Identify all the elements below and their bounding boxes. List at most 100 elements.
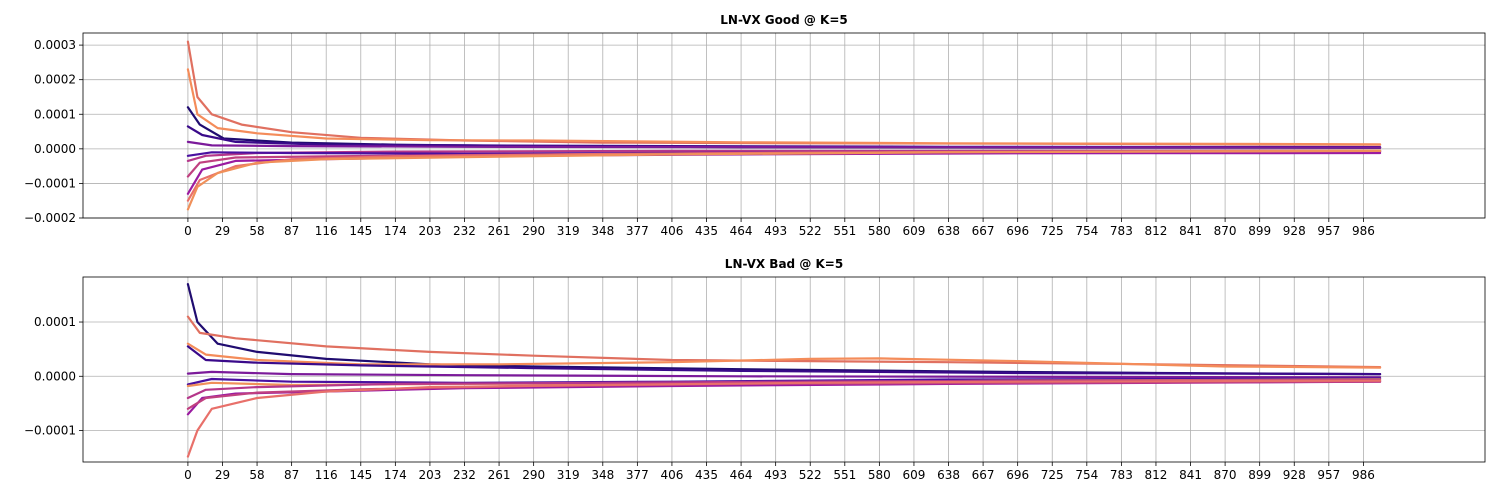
series-line-good-1	[186, 40, 1382, 146]
x-tick-label: 522	[799, 224, 822, 238]
plot-frame	[82, 276, 1486, 463]
series-line-bad-9	[186, 380, 1382, 416]
chart-panel-bad: LN-VX Bad @ K=5 0 29 58 87 116 145 174 203 232 26…	[24, 257, 1486, 482]
y-tick-label: 0.0001	[34, 315, 76, 329]
y-tick-label: 0.0003	[34, 38, 76, 52]
x-tick-label: 377	[626, 468, 649, 482]
x-tick-label: 899	[1248, 224, 1271, 238]
x-tick-label: 406	[660, 224, 683, 238]
series-line-good-5	[186, 140, 1382, 149]
series-line-good-8	[186, 150, 1382, 178]
series-line-bad-8	[186, 379, 1382, 400]
x-tick-label: 754	[1075, 468, 1098, 482]
x-tick-label: 29	[215, 468, 230, 482]
x-tick-label: 145	[349, 224, 372, 238]
x-tick-label: 580	[868, 224, 891, 238]
x-tick-label: 928	[1283, 224, 1306, 238]
series-line-good-11	[186, 149, 1382, 211]
x-tick-label: 870	[1214, 468, 1237, 482]
y-tick-label: −0.0001	[24, 424, 76, 438]
axes-good: 0 29 58 87 116 145 174 203 232 261 290 319 348 377 406…	[24, 32, 1486, 238]
chart-title-bad: LN-VX Bad @ K=5	[725, 257, 843, 271]
x-tick-label: 348	[591, 468, 614, 482]
x-tick-label: 783	[1110, 224, 1133, 238]
chart-title-good: LN-VX Good @ K=5	[720, 13, 848, 27]
x-tick-label: 203	[418, 224, 441, 238]
plot-frame	[82, 32, 1486, 219]
chart-panel-good: LN-VX Good @ K=5 0 29 58 87 116 145 174 203 232 2…	[24, 13, 1486, 238]
series-line-bad-11	[186, 379, 1382, 458]
grid-good	[83, 33, 1485, 219]
x-tick-label: 290	[522, 468, 545, 482]
x-tick-label: 899	[1248, 468, 1271, 482]
series-group-bad	[186, 283, 1382, 458]
x-tick-label: 319	[557, 468, 580, 482]
x-tick-label: 232	[453, 224, 476, 238]
x-tick-label: 261	[488, 468, 511, 482]
y-tick-label: 0.0000	[34, 369, 76, 383]
x-tick-label: 957	[1317, 224, 1340, 238]
series-line-bad-3	[186, 342, 1382, 369]
x-tick-label: 725	[1041, 224, 1064, 238]
x-tick-label: 58	[249, 224, 264, 238]
series-group-good	[186, 40, 1382, 211]
x-tick-label: 203	[418, 468, 441, 482]
x-tick-label: 116	[315, 224, 338, 238]
x-tick-label: 609	[902, 468, 925, 482]
x-tick-label: 841	[1179, 468, 1202, 482]
x-tick-label: 725	[1041, 468, 1064, 482]
x-tick-label: 522	[799, 468, 822, 482]
x-tick-label: 754	[1075, 224, 1098, 238]
x-tick-label: 609	[902, 224, 925, 238]
series-line-good-2	[186, 68, 1382, 146]
x-tick-label: 87	[284, 468, 299, 482]
y-tick-label: 0.0001	[34, 107, 76, 121]
x-tick-label: 986	[1352, 224, 1375, 238]
series-line-bad-2	[186, 315, 1382, 369]
x-tick-label: 0	[184, 468, 192, 482]
x-tick-label: 0	[184, 224, 192, 238]
x-tick-label: 696	[1006, 224, 1029, 238]
x-tick-label: 29	[215, 224, 230, 238]
x-tick-label: 870	[1214, 224, 1237, 238]
x-tick-label: 116	[315, 468, 338, 482]
x-tick-label: 638	[937, 224, 960, 238]
x-tick-label: 957	[1317, 468, 1340, 482]
x-tick-label: 928	[1283, 468, 1306, 482]
x-tick-label: 493	[764, 468, 787, 482]
y-tick-label: −0.0001	[24, 176, 76, 190]
x-tick-label: 464	[730, 224, 753, 238]
x-tick-label: 435	[695, 224, 718, 238]
x-tick-label: 232	[453, 468, 476, 482]
x-tick-label: 464	[730, 468, 753, 482]
y-tick-label: 0.0000	[34, 142, 76, 156]
x-tick-label: 667	[972, 468, 995, 482]
y-tick-label: 0.0002	[34, 73, 76, 87]
x-tick-label: 319	[557, 224, 580, 238]
x-tick-label: 493	[764, 224, 787, 238]
x-tick-label: 551	[833, 468, 856, 482]
x-tick-label: 812	[1145, 468, 1168, 482]
series-line-bad-4	[186, 345, 1382, 376]
axes-bad: 0 29 58 87 116 145 174 203 232 261 290 319 348 377 406…	[24, 276, 1486, 482]
x-tick-label: 406	[660, 468, 683, 482]
x-tick-label: 696	[1006, 468, 1029, 482]
x-tick-label: 580	[868, 468, 891, 482]
y-tick-label: −0.0002	[24, 211, 76, 225]
series-line-bad-5	[186, 370, 1382, 379]
x-tick-label: 174	[384, 224, 407, 238]
x-tick-label: 261	[488, 224, 511, 238]
x-tick-label: 986	[1352, 468, 1375, 482]
x-tick-label: 145	[349, 468, 372, 482]
x-tick-label: 551	[833, 224, 856, 238]
x-tick-label: 783	[1110, 468, 1133, 482]
x-tick-label: 87	[284, 224, 299, 238]
x-tick-label: 667	[972, 224, 995, 238]
x-tick-label: 638	[937, 468, 960, 482]
x-tick-label: 435	[695, 468, 718, 482]
x-tick-label: 348	[591, 224, 614, 238]
x-tick-label: 58	[249, 468, 264, 482]
x-tick-label: 812	[1145, 224, 1168, 238]
x-tick-label: 377	[626, 224, 649, 238]
